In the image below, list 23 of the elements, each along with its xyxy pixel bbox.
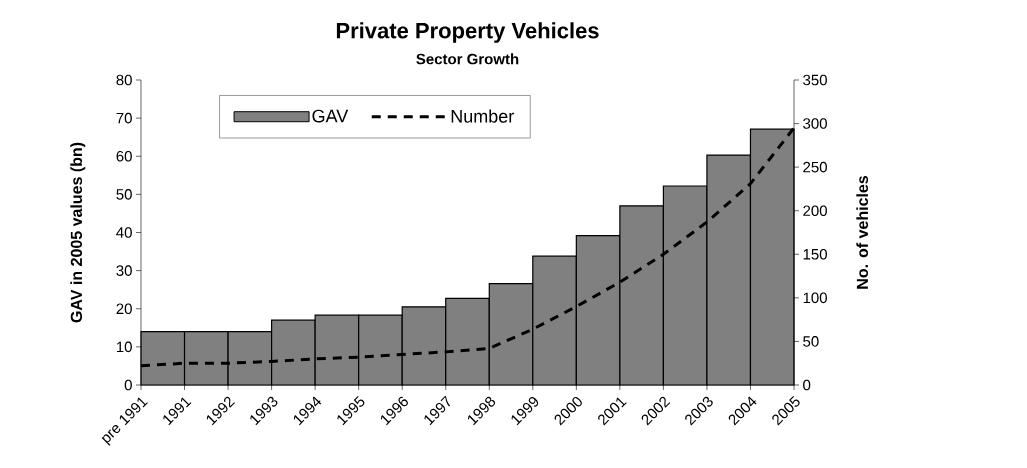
y2-tick-label: 200 [803, 205, 827, 217]
y2-tick-label: 150 [803, 248, 827, 260]
y2-tick-label: 350 [803, 74, 827, 86]
y-tick-label: 80 [116, 74, 132, 86]
y-tick-label: 70 [116, 112, 132, 124]
y2-axis-title: No. of vehicles [856, 175, 869, 289]
y-axis-title: GAV in 2005 values (bn) [70, 142, 86, 323]
y2-tick-label: 100 [803, 292, 827, 304]
legend-label: Number [451, 109, 514, 123]
chart-title: Private Property Vehicles [336, 22, 599, 43]
y-tick-label: 50 [116, 189, 132, 200]
y2-tick-label: 50 [803, 336, 819, 347]
y-tick-label: 40 [116, 227, 132, 238]
chart-subtitle: Sector Growth [416, 53, 519, 65]
y-tick-label: 60 [116, 150, 132, 162]
y-tick-label: 20 [116, 303, 132, 315]
y2-tick-label: 300 [803, 118, 827, 129]
legend-label: GAV [312, 109, 349, 123]
y-tick-label: 0 [124, 379, 132, 391]
y-tick-label: 10 [116, 341, 132, 353]
y-tick-label: 30 [116, 265, 132, 276]
y2-tick-label: 250 [803, 161, 827, 173]
y2-tick-label: 0 [803, 379, 811, 391]
